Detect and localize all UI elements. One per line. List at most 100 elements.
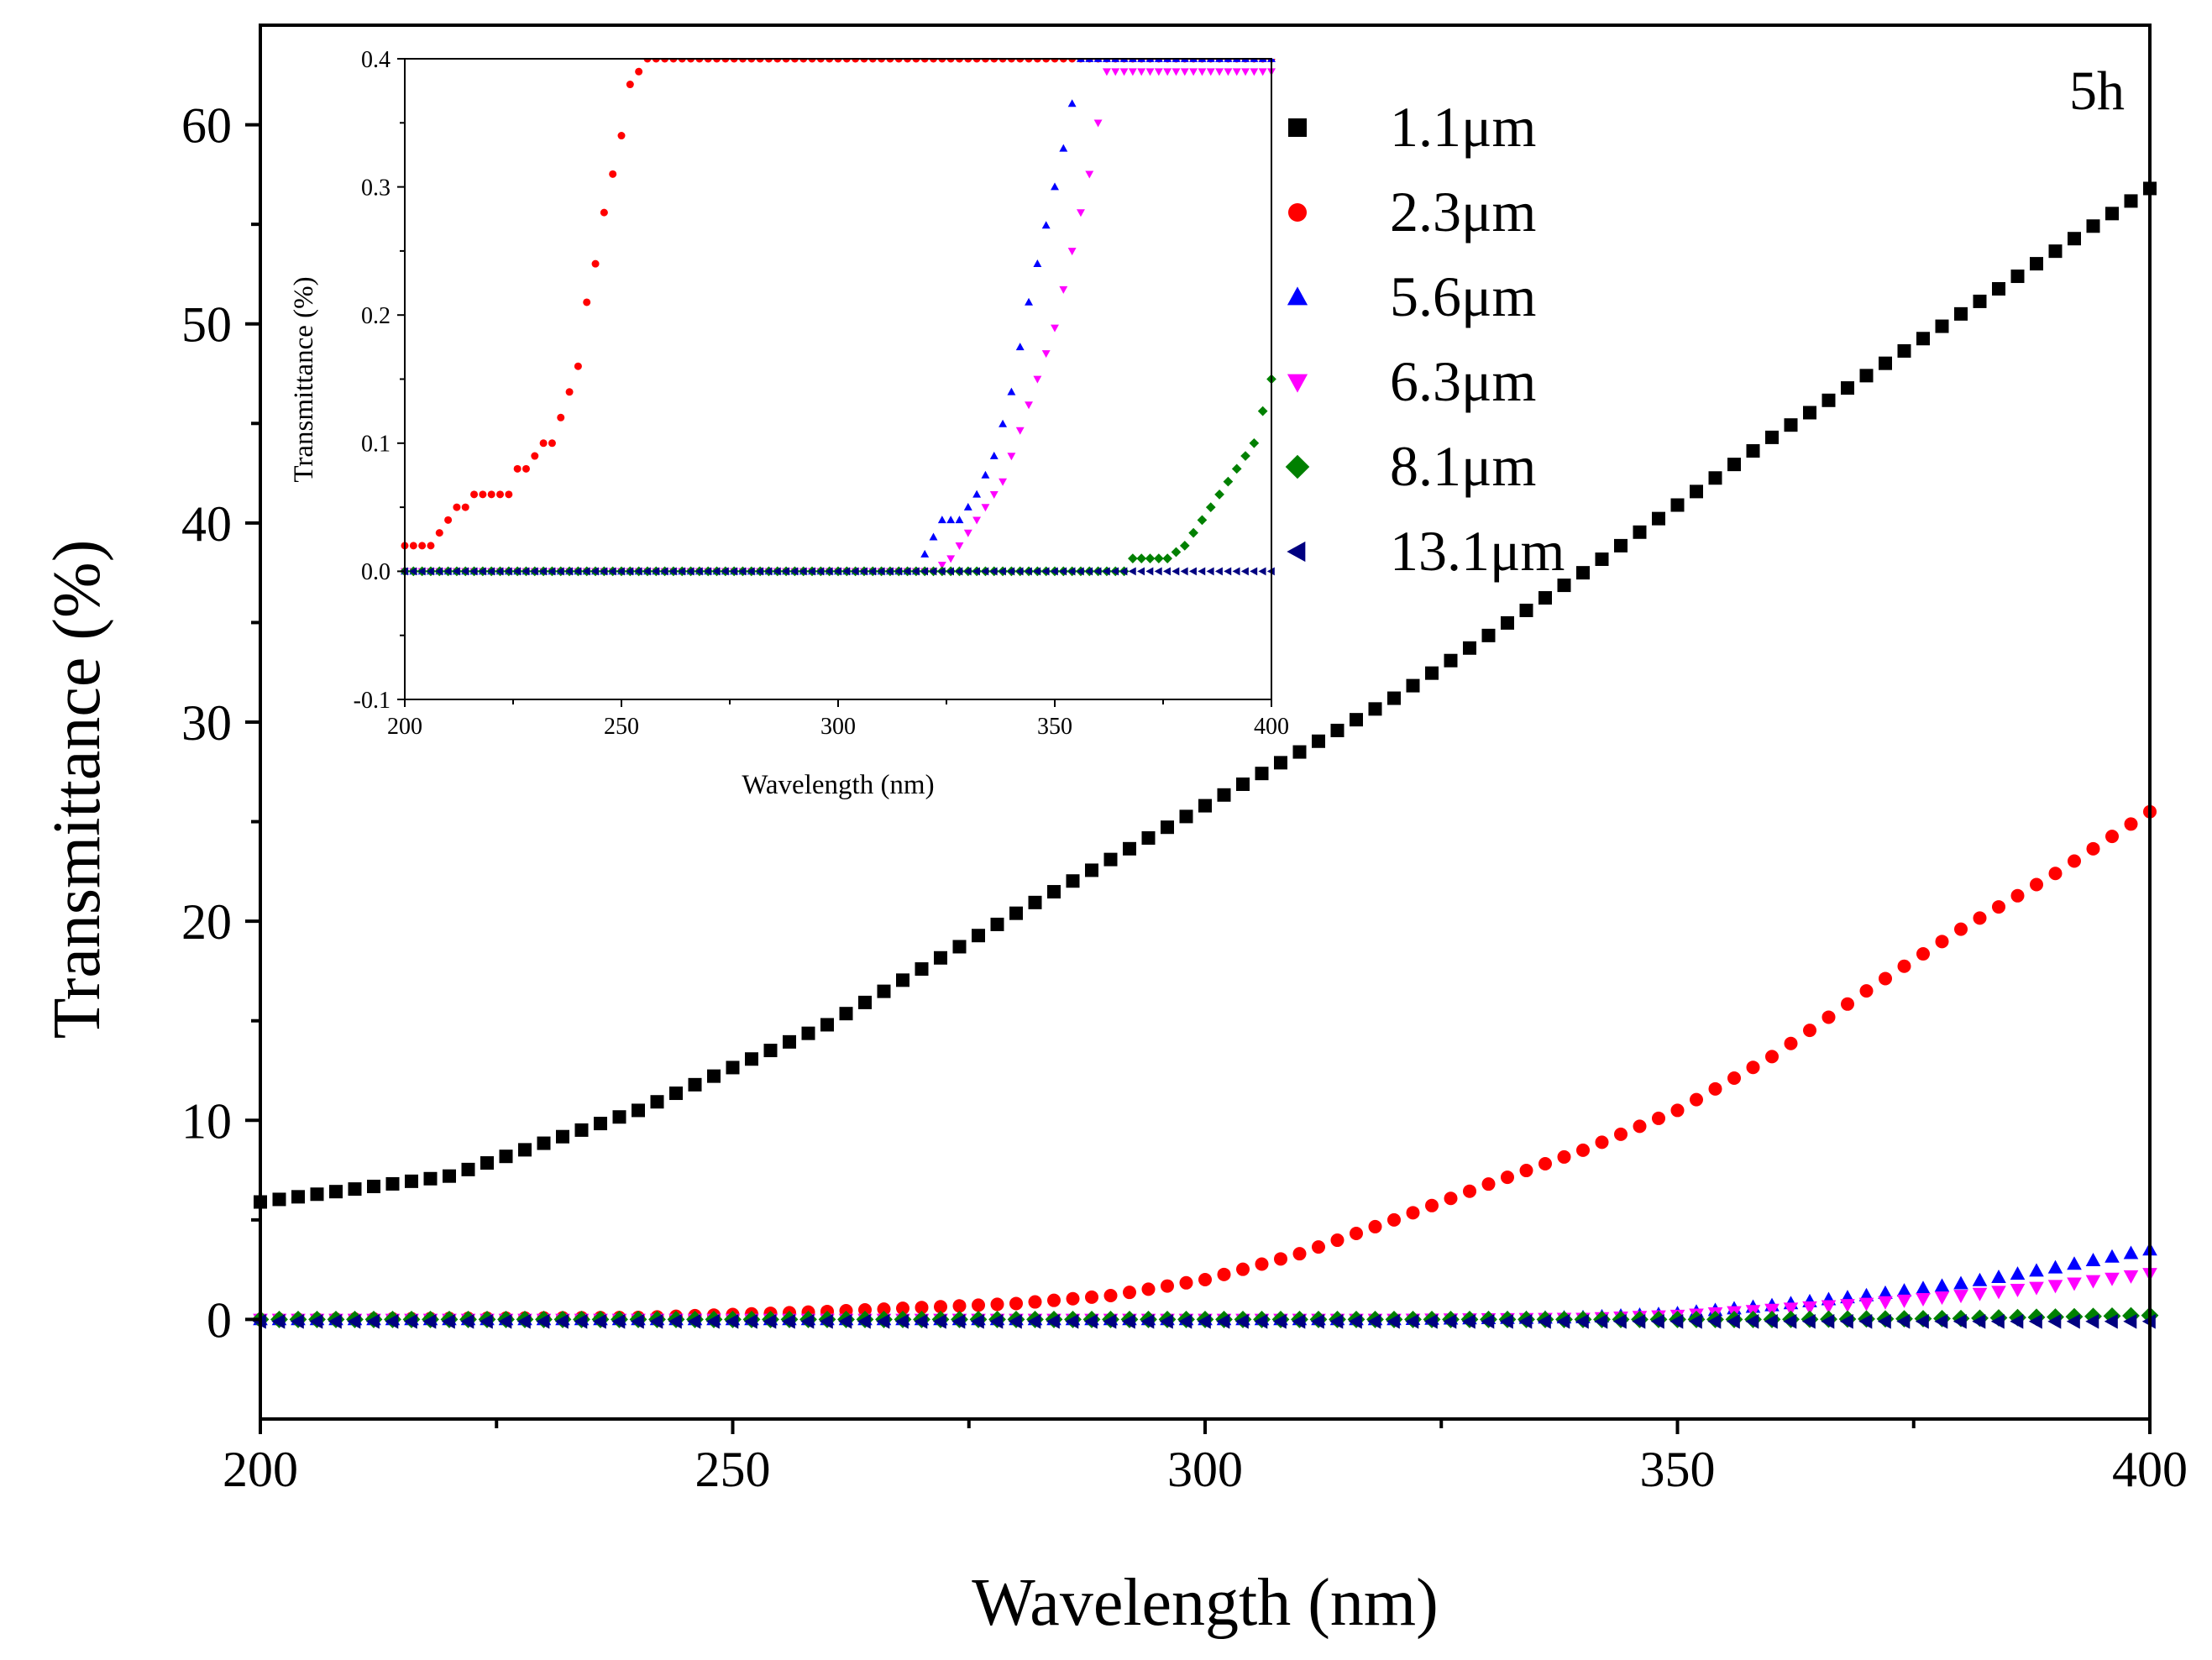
inset-point-13-1-m-x236	[556, 567, 564, 576]
main-point-1-1-m-x316	[1350, 713, 1363, 727]
main-point-1-1-m-x334	[1519, 603, 1533, 617]
inset-point-6-3-m-x342	[1015, 427, 1025, 435]
inset-point-2-3-m-x296	[816, 59, 825, 63]
legend-marker-5-6-m	[1287, 286, 1308, 306]
inset-y-tick-label: -0.1	[354, 688, 391, 714]
main-point-1-1-m-x392	[2068, 232, 2081, 246]
main-point-13-1-m-x220	[441, 1314, 455, 1329]
main-point-1-1-m-x370	[1859, 369, 1874, 383]
main-point-2-3-m-x342	[1595, 1135, 1609, 1149]
inset-point-13-1-m-x202	[409, 567, 417, 576]
inset-plot: 200 250 300 350 400 -0.1 0.0 0.1 0.2 0.3 0.4 Wavel…	[289, 47, 1289, 800]
inset-x-tick-label: 350	[1037, 714, 1072, 740]
main-point-13-1-m-x246	[687, 1314, 701, 1329]
main-point-1-1-m-x294	[1141, 831, 1156, 846]
main-point-2-3-m-x394	[2086, 841, 2100, 856]
inset-point-2-3-m-x282	[756, 59, 764, 63]
inset-point-2-3-m-x352	[1059, 59, 1067, 63]
legend-label-8-1-m: 8.1μm	[1390, 434, 1536, 498]
main-point-2-3-m-x386	[2010, 888, 2025, 903]
main-point-6-3-m-x396	[2105, 1272, 2120, 1286]
main-point-13-1-m-x294	[1140, 1314, 1155, 1329]
inset-point-13-1-m-x368	[1128, 567, 1136, 576]
main-point-1-1-m-x388	[2030, 257, 2043, 271]
legend-marker-2-3-m	[1288, 203, 1307, 222]
main-point-13-1-m-x356	[1726, 1314, 1740, 1329]
inset-point-13-1-m-x306	[859, 567, 868, 576]
main-point-13-1-m-x370	[1858, 1314, 1873, 1329]
main-point-2-3-m-x304	[1236, 1262, 1250, 1276]
inset-y-tick-label: 0.0	[361, 559, 391, 585]
main-point-2-3-m-x278	[990, 1297, 1004, 1312]
inset-point-13-1-m-x248	[608, 567, 616, 576]
main-point-13-1-m-x360	[1764, 1314, 1778, 1329]
inset-point-6-3-m-x368	[1128, 68, 1137, 76]
inset-point-13-1-m-x364	[1111, 567, 1119, 576]
inset-point-2-3-m-x278	[738, 59, 747, 63]
main-point-13-1-m-x290	[1103, 1314, 1117, 1329]
main-point-2-3-m-x356	[1727, 1071, 1741, 1086]
main-point-1-1-m-x306	[1255, 767, 1269, 781]
main-point-13-1-m-x354	[1707, 1314, 1722, 1329]
inset-point-8-1-m-x386	[1205, 502, 1216, 512]
main-point-6-3-m-x384	[1991, 1286, 2006, 1300]
inset-point-13-1-m-x216	[469, 567, 478, 576]
inset-point-2-3-m-x318	[912, 59, 920, 63]
main-point-2-3-m-x330	[1481, 1177, 1496, 1191]
main-point-13-1-m-x270	[914, 1314, 928, 1329]
main-point-13-1-m-x300	[1197, 1314, 1211, 1329]
main-point-6-3-m-x380	[1953, 1290, 1968, 1304]
main-point-1-1-m-x230	[537, 1136, 551, 1150]
inset-point-13-1-m-x296	[816, 567, 825, 576]
inset-x-tick-label: 250	[604, 714, 639, 740]
main-point-1-1-m-x382	[1973, 294, 1987, 308]
main-point-1-1-m-x252	[745, 1052, 758, 1066]
inset-point-13-1-m-x226	[512, 567, 521, 576]
inset-point-13-1-m-x332	[972, 567, 980, 576]
inset-point-6-3-m-x376	[1163, 68, 1172, 76]
main-point-2-3-m-x380	[1954, 922, 1968, 936]
main-point-13-1-m-x204	[290, 1314, 304, 1329]
main-point-1-1-m-x354	[1708, 471, 1722, 485]
main-point-13-1-m-x352	[1688, 1314, 1702, 1329]
main-point-1-1-m-x384	[1992, 281, 2005, 296]
inset-point-13-1-m-x278	[738, 567, 747, 576]
main-point-1-1-m-x238	[612, 1110, 626, 1124]
main-x-tick-label: 300	[1167, 1442, 1243, 1497]
main-point-1-1-m-x328	[1463, 641, 1476, 655]
main-point-1-1-m-x244	[669, 1087, 683, 1101]
main-point-13-1-m-x278	[989, 1314, 1004, 1329]
inset-point-2-3-m-x236	[557, 413, 565, 422]
main-point-6-3-m-x374	[1896, 1294, 1912, 1308]
main-point-2-3-m-x374	[1897, 959, 1911, 973]
main-point-13-1-m-x226	[498, 1314, 512, 1329]
main-point-5-6-m-x372	[1878, 1285, 1893, 1299]
inset-point-2-3-m-x332	[972, 59, 981, 63]
main-point-1-1-m-x350	[1670, 498, 1685, 512]
main-point-2-3-m-x372	[1879, 971, 1892, 986]
main-point-1-1-m-x276	[972, 929, 985, 943]
main-point-13-1-m-x206	[309, 1314, 323, 1329]
inset-point-6-3-m-x370	[1137, 68, 1146, 76]
main-point-8-1-m-x394	[2084, 1307, 2102, 1326]
inset-point-13-1-m-x346	[1033, 567, 1041, 576]
main-x-tick-label: 400	[2112, 1442, 2188, 1497]
inset-point-2-3-m-x262	[669, 59, 678, 63]
main-point-6-3-m-x398	[2123, 1270, 2139, 1284]
inset-point-5-6-m-x332	[972, 490, 982, 498]
main-point-1-1-m-x312	[1312, 734, 1325, 748]
main-point-13-1-m-x308	[1272, 1314, 1287, 1329]
inset-point-6-3-m-x330	[963, 529, 972, 537]
inset-point-2-3-m-x292	[799, 59, 808, 63]
main-point-1-1-m-x338	[1557, 579, 1571, 593]
inset-point-13-1-m-x326	[946, 567, 954, 576]
main-point-2-3-m-x286	[1066, 1291, 1080, 1306]
inset-point-13-1-m-x206	[426, 567, 434, 576]
main-point-2-3-m-x314	[1330, 1233, 1344, 1248]
inset-point-13-1-m-x370	[1137, 567, 1145, 576]
inset-point-13-1-m-x330	[963, 567, 972, 576]
inset-point-2-3-m-x312	[886, 59, 894, 63]
inset-point-13-1-m-x336	[989, 567, 998, 576]
inset-point-2-3-m-x302	[842, 59, 851, 63]
inset-point-13-1-m-x262	[668, 567, 677, 576]
